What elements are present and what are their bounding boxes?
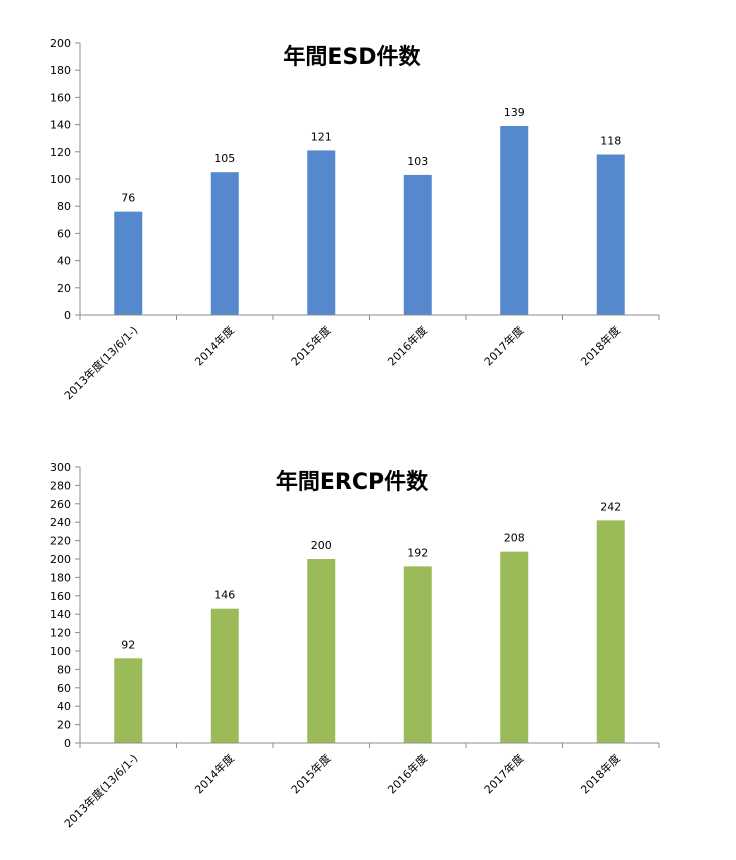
y-tick-label: 180 bbox=[50, 571, 71, 584]
y-tick-label: 20 bbox=[57, 282, 71, 295]
y-tick-label: 180 bbox=[50, 64, 71, 77]
bar bbox=[307, 150, 336, 315]
y-tick-label: 160 bbox=[50, 590, 71, 603]
y-tick-label: 0 bbox=[64, 737, 71, 750]
ercp-chart: 年間ERCP件数 0 20 40 60 80 100 120 140 160 180 200 220 2… bbox=[50, 461, 660, 830]
data-label: 92 bbox=[121, 638, 135, 651]
y-axis-ticks: 0 20 40 60 80 100 120 140 160 180 200 220 240 260 280 3… bbox=[50, 461, 660, 750]
data-label: 76 bbox=[121, 192, 135, 205]
y-tick-label: 220 bbox=[50, 535, 71, 548]
x-axis-labels: 2013年度(13/6/1-) 2014年度 2015年度 2016年度 2017年度 2… bbox=[61, 323, 623, 402]
data-label: 208 bbox=[504, 532, 525, 545]
bar bbox=[403, 174, 432, 315]
bars bbox=[114, 520, 625, 743]
y-tick-label: 260 bbox=[50, 498, 71, 511]
bar bbox=[500, 551, 529, 743]
bar bbox=[403, 566, 432, 743]
y-tick-label: 60 bbox=[57, 227, 71, 240]
data-label: 139 bbox=[504, 106, 525, 119]
y-tick-label: 80 bbox=[57, 663, 71, 676]
x-category-label: 2013年度(13/6/1-) bbox=[61, 323, 140, 402]
data-labels: 76 105 121 103 139 118 bbox=[121, 106, 621, 205]
y-tick-label: 200 bbox=[50, 553, 71, 566]
y-tick-label: 100 bbox=[50, 645, 71, 658]
bar bbox=[210, 172, 239, 315]
y-tick-label: 200 bbox=[50, 37, 71, 50]
x-category-label: 2018年度 bbox=[578, 323, 623, 368]
bar bbox=[596, 154, 625, 315]
y-tick-label: 100 bbox=[50, 173, 71, 186]
bar bbox=[500, 125, 529, 316]
chart-title: 年間ERCP件数 bbox=[276, 469, 429, 495]
bar bbox=[114, 658, 143, 743]
bar bbox=[114, 211, 143, 315]
y-tick-label: 240 bbox=[50, 516, 71, 529]
data-label: 118 bbox=[600, 135, 621, 148]
esd-chart: 年間ESD件数 0 20 40 60 80 100 120 140 160 180 200 76 10… bbox=[50, 37, 660, 402]
x-category-label: 2013年度(13/6/1-) bbox=[61, 751, 140, 830]
data-label: 103 bbox=[407, 155, 428, 168]
y-tick-label: 120 bbox=[50, 627, 71, 640]
x-category-label: 2015年度 bbox=[288, 323, 333, 368]
data-label: 192 bbox=[407, 546, 428, 559]
bars bbox=[114, 125, 625, 316]
data-label: 242 bbox=[600, 500, 621, 513]
x-category-label: 2016年度 bbox=[385, 751, 430, 796]
x-category-label: 2015年度 bbox=[288, 751, 333, 796]
y-axis-ticks: 0 20 40 60 80 100 120 140 160 180 200 bbox=[50, 37, 660, 322]
y-tick-label: 0 bbox=[64, 309, 71, 322]
y-tick-label: 20 bbox=[57, 719, 71, 732]
data-labels: 92 146 200 192 208 242 bbox=[121, 500, 621, 651]
y-tick-label: 120 bbox=[50, 146, 71, 159]
y-tick-label: 280 bbox=[50, 479, 71, 492]
y-tick-label: 80 bbox=[57, 200, 71, 213]
x-category-label: 2016年度 bbox=[385, 323, 430, 368]
data-label: 105 bbox=[214, 152, 235, 165]
bar bbox=[210, 608, 239, 743]
chart-title: 年間ESD件数 bbox=[283, 44, 421, 70]
y-tick-label: 140 bbox=[50, 608, 71, 621]
x-category-label: 2018年度 bbox=[578, 751, 623, 796]
data-label: 121 bbox=[311, 130, 332, 143]
bar bbox=[307, 559, 336, 743]
y-tick-label: 60 bbox=[57, 682, 71, 695]
y-tick-label: 40 bbox=[57, 255, 71, 268]
x-category-label: 2014年度 bbox=[192, 323, 237, 368]
data-label: 200 bbox=[311, 539, 332, 552]
x-category-label: 2017年度 bbox=[481, 751, 526, 796]
x-axis-labels: 2013年度(13/6/1-) 2014年度 2015年度 2016年度 2017年度 2… bbox=[61, 751, 623, 830]
bar bbox=[596, 520, 625, 743]
x-category-label: 2017年度 bbox=[481, 323, 526, 368]
y-tick-label: 300 bbox=[50, 461, 71, 474]
y-tick-label: 40 bbox=[57, 700, 71, 713]
data-label: 146 bbox=[214, 589, 235, 602]
x-category-label: 2014年度 bbox=[192, 751, 237, 796]
y-tick-label: 160 bbox=[50, 91, 71, 104]
y-tick-label: 140 bbox=[50, 119, 71, 132]
